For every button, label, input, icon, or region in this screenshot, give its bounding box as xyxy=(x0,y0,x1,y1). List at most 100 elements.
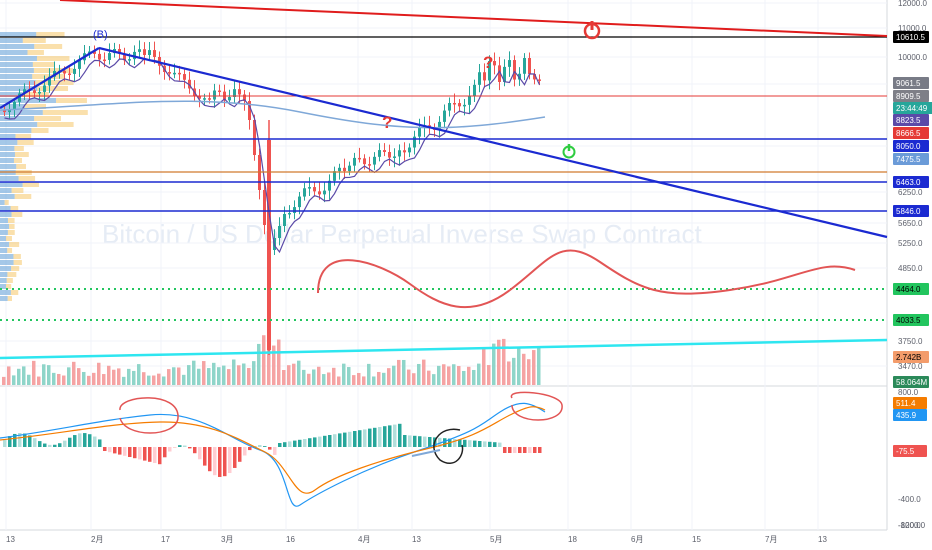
macd-pane[interactable] xyxy=(0,387,887,527)
volume-profile-bar xyxy=(5,236,12,241)
volume-bar xyxy=(152,375,156,385)
volume-profile-bar xyxy=(0,86,38,91)
time-tick-label: 18 xyxy=(568,535,577,544)
macd-axis[interactable]: 800.0400.0-400.0-800.0-1200.0511.4435.9-… xyxy=(893,388,927,530)
question-mark-2: ? xyxy=(382,113,392,132)
volume-profile-bar xyxy=(36,56,70,61)
candle-body xyxy=(198,95,201,99)
macd-histogram-bar xyxy=(103,447,107,451)
candle-body xyxy=(298,196,301,208)
macd-histogram-bar xyxy=(123,447,127,456)
macd-histogram-bar xyxy=(398,423,402,447)
volume-profile-bar xyxy=(0,182,23,187)
trend-line-red xyxy=(59,0,888,37)
price-tag xyxy=(893,140,929,152)
price-tag xyxy=(893,153,929,165)
volume-profile-bar xyxy=(34,44,63,49)
volume-bar xyxy=(207,368,211,385)
price-tag-label: 58.064M xyxy=(896,378,927,387)
candle-body xyxy=(518,73,521,80)
volume-bar xyxy=(72,361,76,385)
volume-profile-bar xyxy=(0,104,25,109)
macd-histogram-bar xyxy=(53,444,57,447)
volume-profile xyxy=(0,32,88,301)
candle-body xyxy=(128,59,131,61)
macd-tick-label: -800.0 xyxy=(898,521,921,530)
macd-histogram-bar xyxy=(388,425,392,447)
macd-histogram-bar xyxy=(283,442,287,447)
macd-histogram-bar xyxy=(428,437,432,447)
price-tag-label: 4464.0 xyxy=(896,285,921,294)
macd-histogram-bar xyxy=(473,440,477,447)
volume-bar xyxy=(217,367,221,385)
volume-profile-bar xyxy=(0,158,14,163)
macd-histogram-bar xyxy=(113,447,117,454)
time-tick-label: 15 xyxy=(692,535,701,544)
volume-profile-bar xyxy=(7,248,13,253)
candle-body xyxy=(408,147,411,153)
macd-histogram-bar xyxy=(203,447,207,466)
volume-bar xyxy=(172,367,176,385)
macd-tick-label: -1200.0 xyxy=(898,521,926,530)
volume-bar xyxy=(97,362,101,385)
volume-bar xyxy=(417,363,421,385)
volume-profile-bar xyxy=(0,62,33,67)
macd-histogram-bar xyxy=(343,432,347,447)
price-tick-label: 3470.0 xyxy=(898,362,923,371)
candle-body xyxy=(323,190,326,195)
volume-bar xyxy=(52,372,56,385)
volume-profile-bar xyxy=(0,296,8,301)
volume-bar xyxy=(277,339,281,385)
annotation-line xyxy=(411,449,441,457)
volume-bar xyxy=(457,366,461,385)
volume-bar xyxy=(147,375,151,385)
circle-annotation xyxy=(433,428,464,465)
macd-histogram-bar xyxy=(33,438,37,447)
volume-bar xyxy=(222,365,226,385)
volume-bar xyxy=(267,349,271,385)
volume-profile-bar xyxy=(9,224,15,229)
moving-average-line xyxy=(0,100,546,129)
time-tick-label: 16 xyxy=(286,535,295,544)
macd-histogram-bar xyxy=(93,436,97,447)
time-tick-label: 2月 xyxy=(91,535,103,544)
price-tick-label: 12000.0 xyxy=(898,0,927,8)
volume-profile-bar xyxy=(0,206,11,211)
time-axis[interactable]: 13 2月 17 3月 16 4月 13 5月 18 6月 15 7月 13 xyxy=(6,535,827,544)
volume-bar xyxy=(187,365,191,385)
candle-body xyxy=(353,157,356,166)
volume-bar xyxy=(242,363,246,385)
candle-body xyxy=(418,127,421,137)
volume-profile-bar xyxy=(0,278,7,283)
candle-body xyxy=(308,187,311,189)
macd-histogram-bar xyxy=(528,447,532,453)
candle-body xyxy=(68,73,71,76)
volume-profile-bar xyxy=(35,80,74,85)
macd-histogram-bar xyxy=(118,447,122,455)
volume-bar xyxy=(362,376,366,385)
price-tag-label: 2.742B xyxy=(896,353,921,362)
candle-body xyxy=(443,110,446,122)
volume-bar xyxy=(162,376,166,385)
time-tick-label: 13 xyxy=(6,535,15,544)
question-mark-1: ? xyxy=(483,53,493,72)
candle-body xyxy=(23,89,26,94)
candle-body xyxy=(118,49,121,54)
circle-annotation xyxy=(119,397,179,434)
price-axis[interactable]: 12000.011000.010000.09500.08000.06250.05… xyxy=(893,0,932,388)
macd-histogram-bar xyxy=(453,439,457,447)
candle-body xyxy=(398,150,401,157)
time-tick-label: 13 xyxy=(818,535,827,544)
candle-body xyxy=(528,58,531,74)
trend-line-blue xyxy=(0,47,100,109)
candle-body xyxy=(263,190,266,225)
candle-body xyxy=(18,93,21,102)
candle-body xyxy=(73,68,76,74)
price-tag-label: 8823.5 xyxy=(896,116,921,125)
macd-histogram-bar xyxy=(508,447,512,453)
candle-body xyxy=(333,171,336,181)
macd-histogram-bar xyxy=(193,447,197,454)
volume-profile-bar xyxy=(32,62,55,67)
